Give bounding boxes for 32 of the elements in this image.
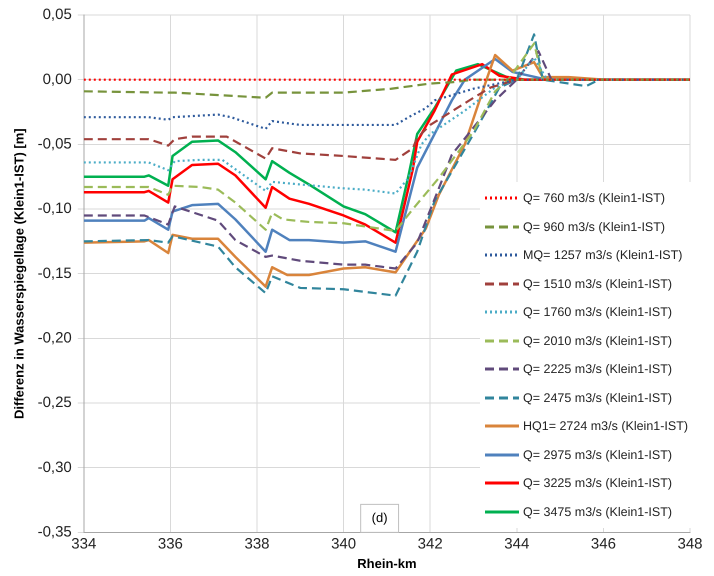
x-tick-label: 344 [504, 536, 530, 553]
x-tick-label: 342 [418, 536, 443, 553]
legend-label: MQ= 1257 m3/s (Klein1-IST) [523, 248, 682, 262]
y-tick-label: -0,30 [38, 458, 72, 476]
legend-label: Q= 2225 m3/s (Klein1-IST) [523, 362, 672, 376]
y-tick-label: 0,05 [42, 6, 72, 24]
legend-label: Q= 960 m3/s (Klein1-IST) [523, 220, 666, 234]
y-tick-label: -0,15 [38, 264, 72, 282]
y-tick-label: -0,35 [38, 524, 72, 541]
legend-label: HQ1= 2724 m3/s (Klein1-IST) [523, 419, 688, 434]
annotation: (d) [372, 510, 388, 525]
x-tick-label: 336 [158, 536, 183, 553]
legend-label: Q= 3225 m3/s (Klein1-IST) [523, 476, 672, 490]
legend-label: Q= 2975 m3/s (Klein1-IST) [523, 448, 672, 462]
y-tick-label: -0,10 [38, 200, 72, 218]
legend-label: Q= 1510 m3/s (Klein1-IST) [523, 276, 672, 291]
x-tick-label: 340 [331, 536, 356, 553]
y-tick-label: -0,25 [38, 394, 72, 412]
x-tick-label: 338 [244, 536, 270, 553]
x-tick-label: 348 [677, 536, 703, 553]
legend-label: Q= 760 m3/s (Klein1-IST) [523, 191, 666, 206]
y-tick-label: -0,05 [38, 135, 72, 152]
legend-label: Q= 3475 m3/s (Klein1-IST) [523, 504, 672, 519]
y-tick-label: -0,20 [38, 330, 72, 347]
x-tick-label: 346 [590, 536, 616, 553]
y-tick-label: 0,00 [42, 70, 72, 88]
legend-label: Q= 2475 m3/s (Klein1-IST) [523, 390, 672, 405]
x-axis-title: Rhein-km [357, 556, 417, 571]
x-tick-label: 334 [71, 536, 96, 553]
legend-label: Q= 2010 m3/s (Klein1-IST) [523, 334, 672, 348]
y-axis-title: Differenz in Wasserspiegellage (Klein1-IST) [m] [11, 128, 26, 420]
legend-label: Q= 1760 m3/s (Klein1-IST) [523, 305, 672, 320]
